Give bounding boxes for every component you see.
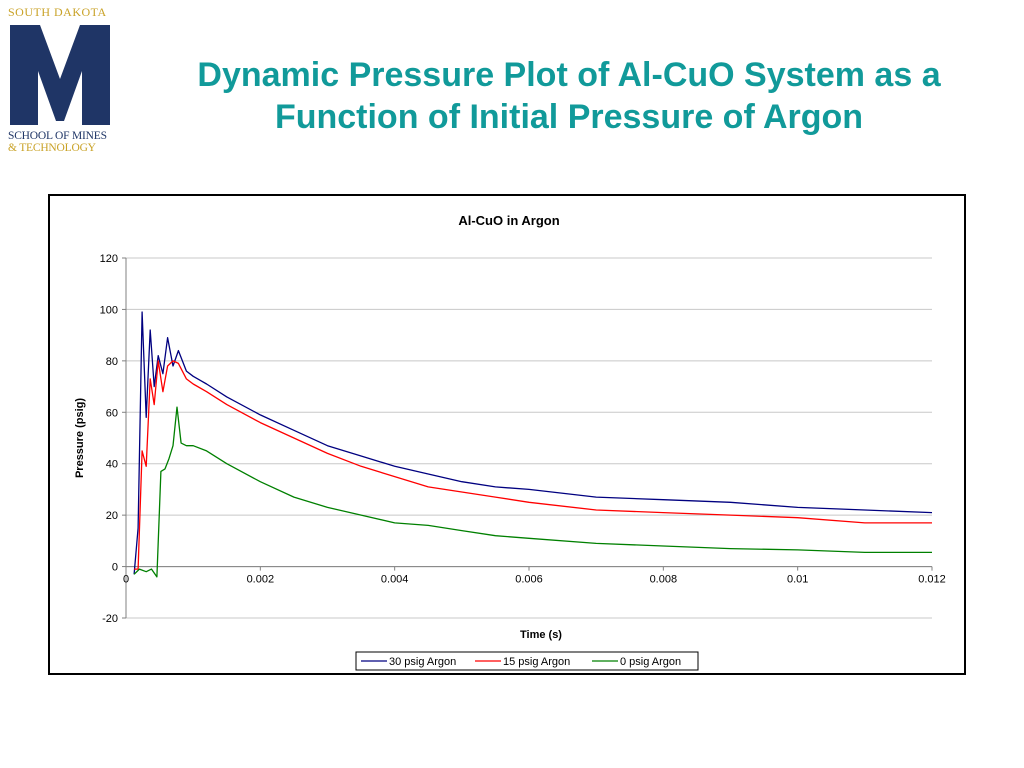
x-tick-label: 0.01 [787, 574, 808, 586]
x-tick-label: 0.008 [650, 574, 678, 586]
series-line-0 [133, 311, 933, 575]
series-layer [133, 311, 933, 578]
logo-school-text: SCHOOL OF MINES [8, 130, 107, 142]
series-line-1 [134, 360, 932, 570]
legend-label-0-psig: 0 psig Argon [620, 656, 681, 668]
school-logo: SOUTH DAKOTA SCHOOL OF MINES & TECHNOLOG… [8, 5, 116, 155]
series-line-2 [133, 406, 932, 578]
legend-item-30-psig: 30 psig Argon [361, 656, 456, 668]
chart-frame: Al-CuO in Argon 120 100 80 60 40 20 0 -20 0 0.002… [48, 194, 966, 675]
legend-box [355, 651, 699, 671]
y-tick-label: 60 [106, 407, 118, 419]
grid-layer [126, 257, 932, 619]
x-tick-label: 0.004 [381, 574, 409, 586]
logo-m-mark [10, 25, 110, 125]
y-tick-label: -20 [102, 613, 118, 625]
slide-title-line1: Dynamic Pressure Plot of Al-CuO System a… [197, 56, 941, 94]
x-axis-label: Time (s) [520, 629, 562, 641]
x-tick-label: 0 [123, 574, 129, 586]
axis-layer: 120 100 80 60 40 20 0 -20 0 0.002 0.004 0.006 0.008 0… [100, 253, 946, 625]
y-axis-label: Pressure (psig) [74, 398, 86, 478]
logo-tech-text: & TECHNOLOGY [8, 142, 96, 154]
chart-title: Al-CuO in Argon [458, 213, 559, 228]
y-tick-label: 40 [106, 459, 118, 471]
x-tick-label: 0.006 [515, 574, 543, 586]
logo-state-text: SOUTH DAKOTA [8, 5, 107, 19]
line-chart: Al-CuO in Argon 120 100 80 60 40 20 0 -20 0 0.002… [74, 213, 946, 671]
y-tick-label: 80 [106, 356, 118, 368]
y-tick-label: 0 [112, 562, 118, 574]
legend-label-30-psig: 30 psig Argon [389, 656, 456, 668]
chart-legend: 30 psig Argon 15 psig Argon 0 psig Argon [355, 651, 699, 671]
legend-item-0-psig: 0 psig Argon [592, 656, 681, 668]
slide-title: Dynamic Pressure Plot of Al-CuO System a… [124, 54, 1014, 138]
slide-title-line2: Function of Initial Pressure of Argon [274, 98, 864, 136]
y-tick-label: 20 [106, 510, 118, 522]
y-tick-label: 100 [100, 304, 118, 316]
legend-item-15-psig: 15 psig Argon [475, 656, 570, 668]
y-tick-label: 120 [100, 253, 118, 265]
x-tick-label: 0.002 [247, 574, 275, 586]
legend-label-15-psig: 15 psig Argon [503, 656, 570, 668]
x-tick-label: 0.012 [918, 574, 946, 586]
